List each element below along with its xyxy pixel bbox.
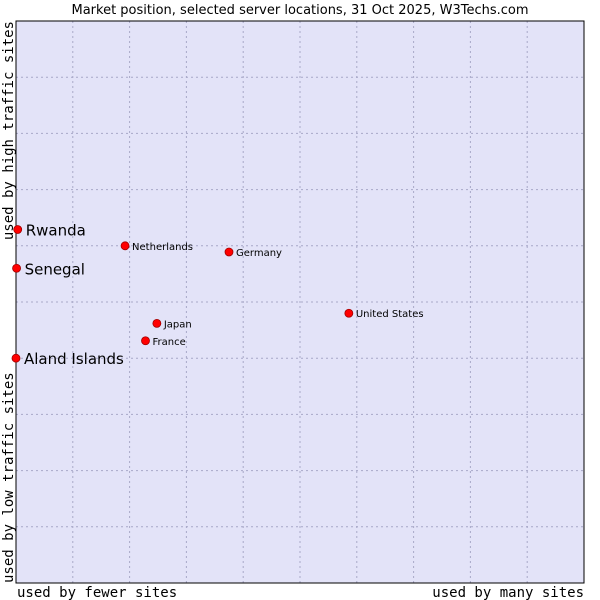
point-senegal [12, 263, 21, 273]
point-label-japan: Japan [163, 319, 192, 330]
chart-title: Market position, selected server locatio… [71, 3, 528, 18]
grid-lines [16, 21, 584, 583]
y-axis-label-bottom: used by low traffic sites [1, 372, 17, 583]
x-axis-label-right: used by many sites [432, 585, 584, 600]
point-label-rwanda: Rwanda [26, 222, 86, 240]
y-axis-label-top: used by high traffic sites [1, 21, 17, 240]
point-japan [152, 318, 162, 328]
data-points: Rwanda Senegal Aland Islands Netherlands Ger… [11, 222, 424, 368]
point-label-netherlands: Netherlands [132, 242, 193, 253]
point-label-france: France [153, 337, 186, 348]
x-axis-label-left: used by fewer sites [17, 585, 177, 600]
point-label-senegal: Senegal [25, 260, 85, 278]
point-label-united-states: United States [356, 309, 424, 320]
plot-border [15, 20, 585, 584]
point-united-states [344, 308, 354, 318]
point-rwanda [13, 225, 23, 234]
point-label-aland-islands: Aland Islands [24, 350, 124, 368]
point-netherlands [120, 241, 130, 251]
point-germany [224, 247, 234, 257]
point-aland-islands [11, 353, 21, 363]
point-france [141, 336, 150, 346]
point-label-germany: Germany [236, 248, 282, 259]
